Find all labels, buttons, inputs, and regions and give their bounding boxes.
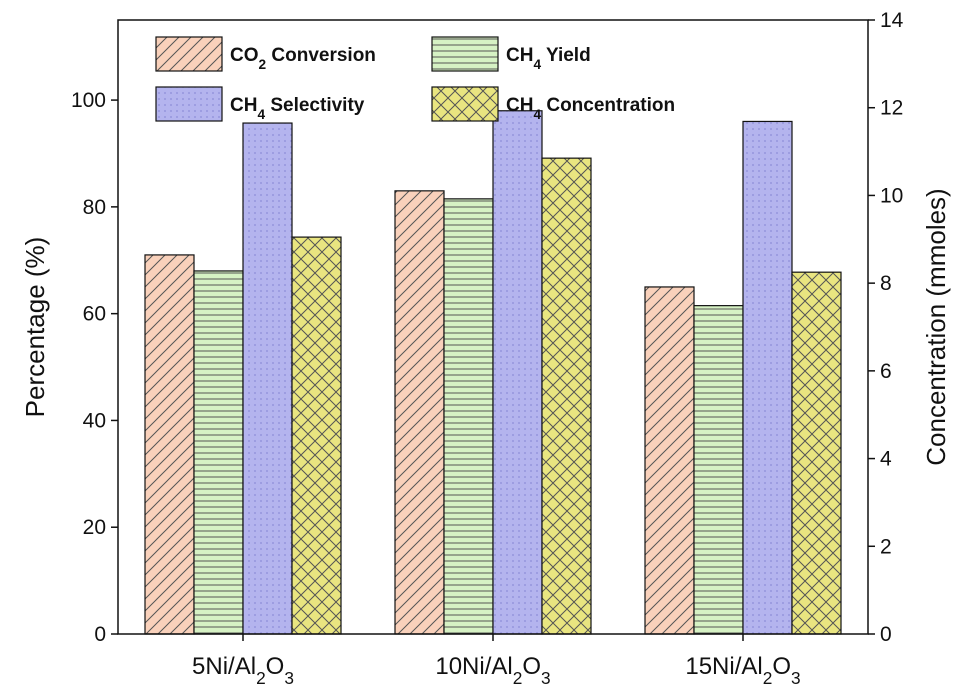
x-tick-label: 5Ni/Al2O3 (192, 653, 294, 688)
y-right-tick-label: 4 (880, 448, 892, 471)
bar-horizontal-1 (443, 198, 494, 635)
legend-label: CO2 Conversion (230, 45, 376, 72)
x-tick-label: 15Ni/Al2O3 (685, 653, 800, 688)
plot-frame (117, 19, 869, 635)
y-right-tick-label: 0 (880, 623, 892, 646)
legend-swatch-crosshatch (431, 86, 499, 122)
y-right-tick-label: 14 (880, 9, 904, 32)
legend-swatch-dots (155, 86, 223, 122)
legend-label: CH4 Yield (506, 45, 591, 72)
bar-dots-1 (492, 110, 543, 635)
legend-swatch-horizontal (431, 36, 499, 72)
bar-crosshatch-2 (791, 271, 842, 635)
legend-swatch-diagonal (155, 36, 223, 72)
legend-label: CH4 Concentration (506, 95, 675, 122)
y-left-tick-label: 100 (71, 89, 106, 112)
bar-dots-2 (742, 120, 793, 635)
bars-layer (144, 110, 842, 635)
x-tick-label: 10Ni/Al2O3 (435, 653, 550, 688)
y-left-tick-label: 0 (94, 623, 106, 646)
bar-dots-0 (242, 122, 293, 635)
axes-layer: 5Ni/Al2O3 10Ni/Al2O3 15Ni/Al2O302040608010… (20, 9, 951, 688)
y-right-axis-title: Concentration (mmoles) (921, 188, 951, 465)
bar-horizontal-2 (693, 305, 744, 635)
bar-crosshatch-0 (291, 236, 342, 635)
y-left-tick-label: 80 (83, 196, 106, 219)
y-right-tick-label: 10 (880, 184, 903, 207)
bar-horizontal-0 (193, 270, 244, 635)
y-right-tick-label: 8 (880, 272, 892, 295)
bar-diagonal-2 (644, 286, 695, 635)
y-left-axis-title: Percentage (%) (20, 237, 50, 418)
y-left-tick-label: 40 (83, 409, 106, 432)
legend-label: CH4 Selectivity (230, 95, 365, 122)
y-left-tick-label: 20 (83, 516, 106, 539)
bar-diagonal-0 (144, 254, 195, 635)
bar-diagonal-1 (394, 190, 445, 635)
y-right-tick-label: 2 (880, 535, 892, 558)
legend: CO2 Conversion CH4 Yield CH4 Selectivity CH… (155, 36, 675, 122)
y-right-tick-label: 6 (880, 360, 892, 383)
y-left-tick-label: 60 (83, 303, 106, 326)
bar-crosshatch-1 (541, 157, 592, 635)
y-right-tick-label: 12 (880, 97, 903, 120)
